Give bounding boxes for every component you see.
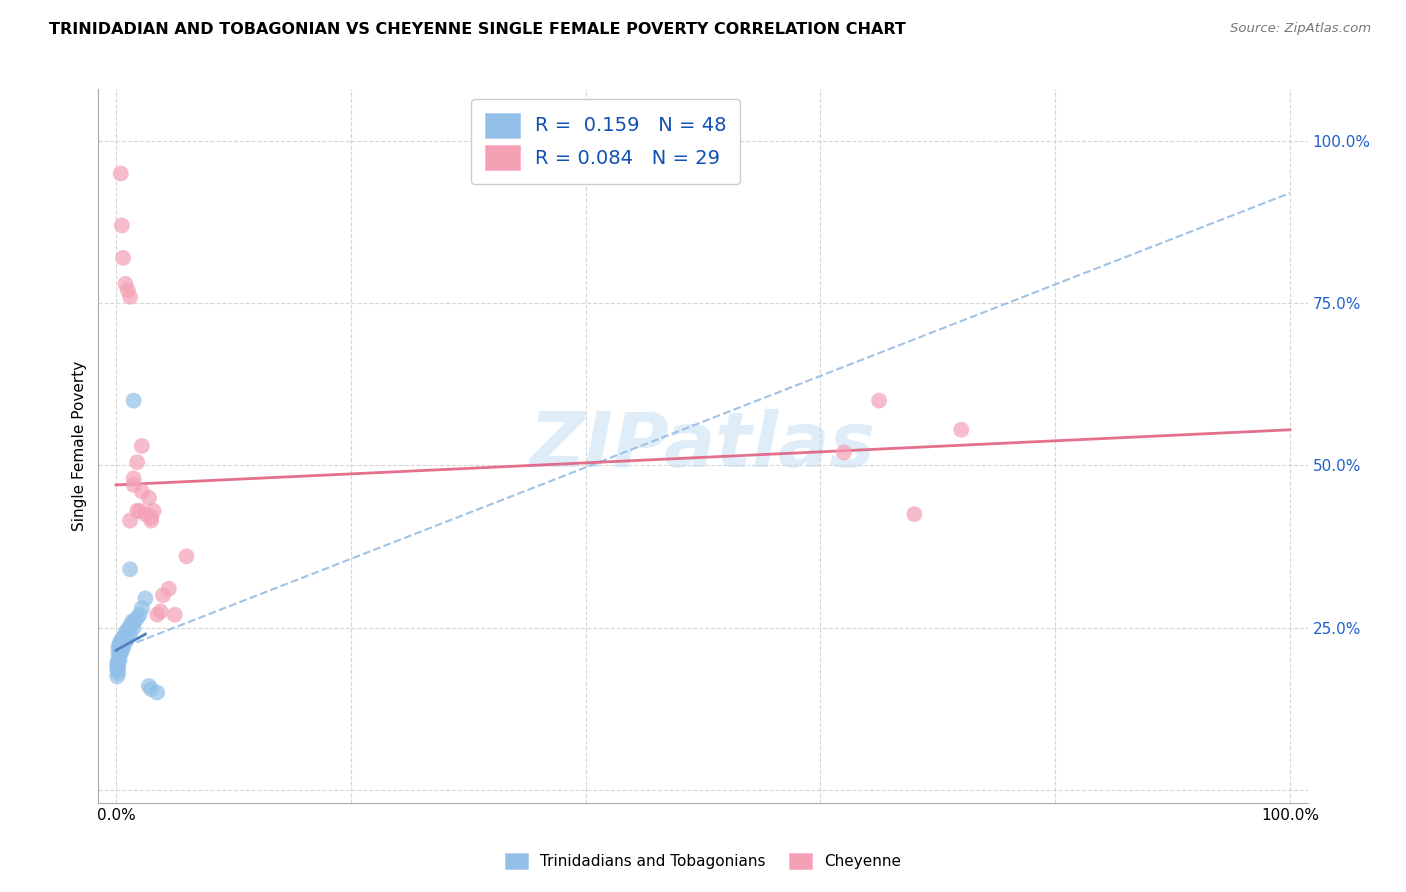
Y-axis label: Single Female Poverty: Single Female Poverty: [72, 361, 87, 531]
Point: [138, 491, 160, 505]
Point: [107, 653, 129, 667]
Point: [107, 659, 129, 673]
Point: [149, 604, 172, 618]
Point: [108, 653, 131, 667]
Point: [111, 219, 134, 233]
Point: [115, 624, 138, 638]
Point: [112, 637, 135, 651]
Point: [117, 631, 139, 645]
Point: [122, 478, 145, 492]
Point: [120, 514, 142, 528]
Legend: R =  0.159   N = 48, R = 0.084   N = 29: R = 0.159 N = 48, R = 0.084 N = 29: [471, 99, 740, 184]
Point: [110, 643, 132, 657]
Point: [107, 647, 129, 661]
Point: [128, 607, 150, 622]
Point: [124, 614, 146, 628]
Point: [141, 510, 163, 524]
Point: [111, 637, 134, 651]
Point: [120, 627, 142, 641]
Point: [122, 393, 145, 408]
Point: [120, 290, 142, 304]
Point: [950, 423, 973, 437]
Point: [108, 643, 131, 657]
Point: [176, 549, 198, 564]
Point: [127, 504, 149, 518]
Point: [832, 445, 855, 459]
Text: Source: ZipAtlas.com: Source: ZipAtlas.com: [1230, 22, 1371, 36]
Point: [127, 455, 149, 469]
Point: [105, 663, 128, 677]
Point: [131, 484, 153, 499]
Legend: Trinidadians and Tobagonians, Cheyenne: Trinidadians and Tobagonians, Cheyenne: [499, 847, 907, 875]
Point: [110, 640, 132, 654]
Point: [122, 471, 145, 485]
Point: [112, 640, 135, 654]
Point: [120, 562, 142, 576]
Point: [105, 657, 128, 671]
Point: [146, 607, 169, 622]
Point: [141, 514, 163, 528]
Point: [903, 507, 925, 521]
Point: [134, 507, 156, 521]
Point: [146, 685, 169, 699]
Point: [107, 666, 129, 681]
Point: [117, 624, 139, 638]
Text: ZIPatlas: ZIPatlas: [530, 409, 876, 483]
Point: [112, 637, 135, 651]
Point: [108, 637, 131, 651]
Point: [111, 633, 134, 648]
Point: [112, 251, 135, 265]
Point: [122, 621, 145, 635]
Point: [114, 627, 136, 641]
Point: [114, 277, 136, 291]
Point: [121, 614, 143, 628]
Point: [108, 640, 131, 654]
Point: [105, 669, 128, 683]
Point: [141, 682, 163, 697]
Point: [138, 679, 160, 693]
Point: [112, 633, 135, 648]
Point: [131, 601, 153, 615]
Text: TRINIDADIAN AND TOBAGONIAN VS CHEYENNE SINGLE FEMALE POVERTY CORRELATION CHART: TRINIDADIAN AND TOBAGONIAN VS CHEYENNE S…: [49, 22, 905, 37]
Point: [163, 607, 186, 622]
Point: [111, 640, 134, 654]
Point: [120, 617, 142, 632]
Point: [110, 647, 132, 661]
Point: [131, 439, 153, 453]
Point: [112, 631, 135, 645]
Point: [127, 611, 149, 625]
Point: [128, 504, 150, 518]
Point: [117, 283, 139, 297]
Point: [118, 621, 141, 635]
Point: [110, 633, 132, 648]
Point: [115, 631, 138, 645]
Point: [142, 504, 165, 518]
Point: [114, 633, 136, 648]
Point: [110, 167, 132, 181]
Point: [105, 659, 128, 673]
Point: [111, 643, 134, 657]
Point: [107, 640, 129, 654]
Point: [157, 582, 180, 596]
Point: [108, 647, 131, 661]
Point: [868, 393, 890, 408]
Point: [152, 588, 174, 602]
Point: [134, 591, 156, 606]
